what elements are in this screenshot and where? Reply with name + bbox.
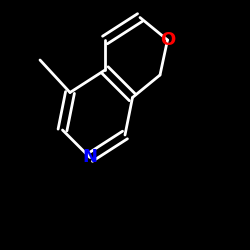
Text: N: N: [82, 148, 98, 166]
Text: O: O: [160, 31, 175, 49]
